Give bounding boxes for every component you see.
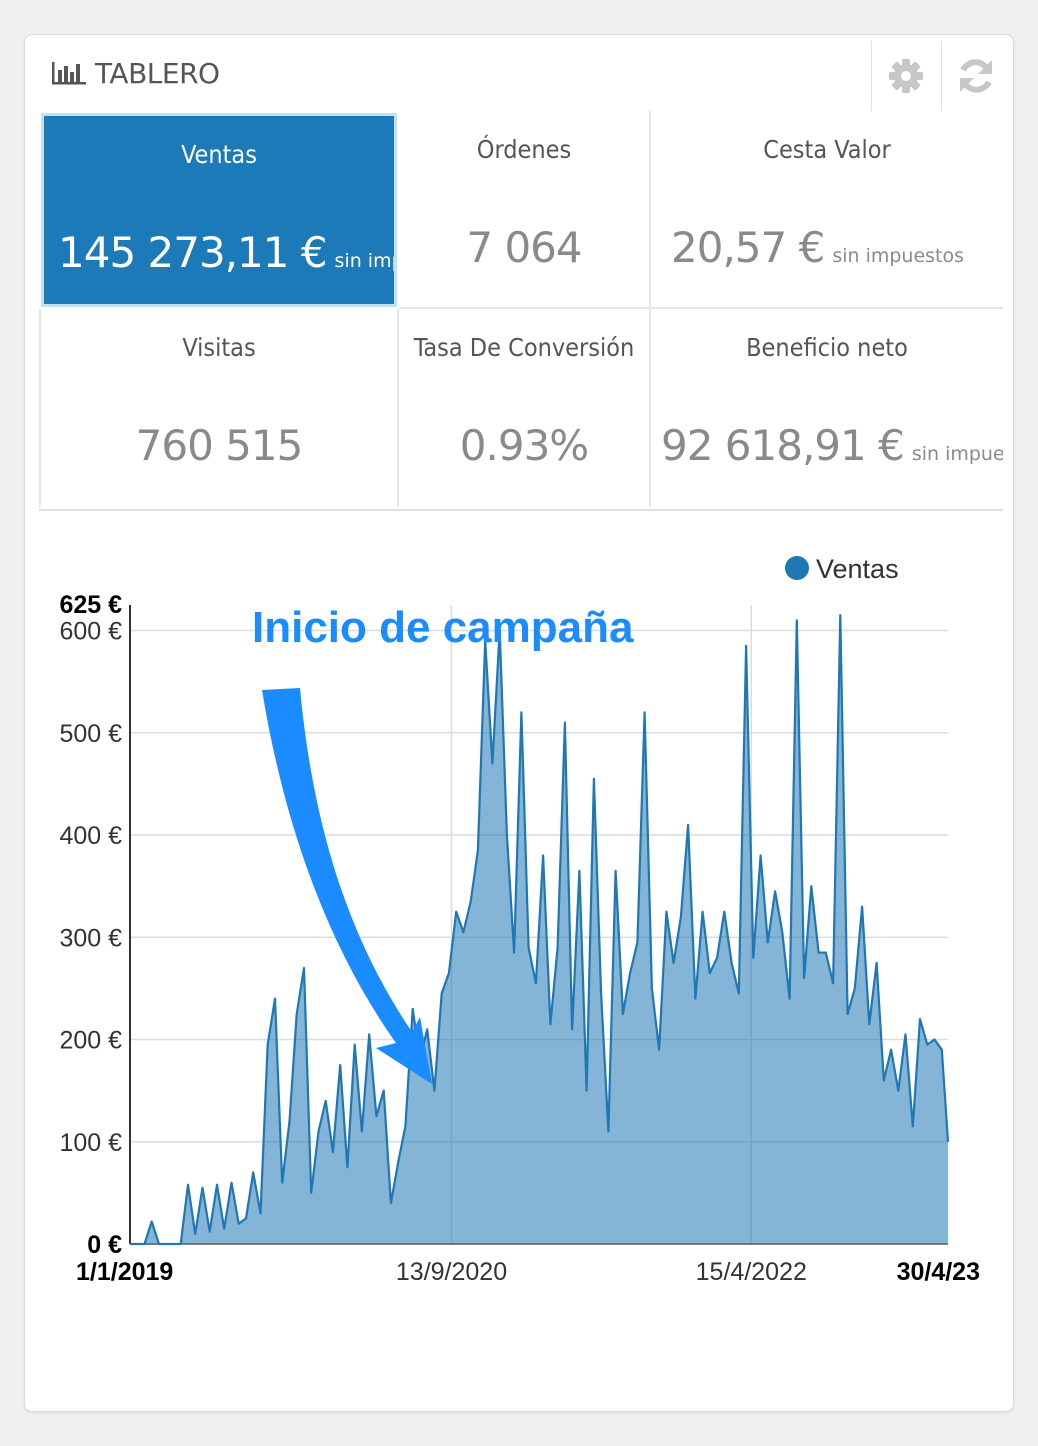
settings-button[interactable] xyxy=(871,41,940,111)
x-tick-label: 13/9/2020 xyxy=(396,1258,507,1286)
y-tick-label: 0 € xyxy=(87,1231,122,1259)
annotation-text: Inicio de campaña xyxy=(252,603,634,652)
x-axis-ticks: 1/1/2019 13/9/2020 15/4/2022 30/4/23 xyxy=(76,1258,980,1286)
panel-title: TABLERO xyxy=(51,53,220,93)
kpi-ventas[interactable]: Ventas 145 273,11 €sin impuestos xyxy=(41,113,397,307)
y-tick-label: 625 € xyxy=(59,591,122,619)
panel-header: TABLERO xyxy=(25,35,1013,111)
kpi-label: Visitas xyxy=(182,333,256,362)
y-tick-label: 100 € xyxy=(59,1129,122,1157)
kpi-beneficio-neto[interactable]: Beneficio neto 92 618,91 €sin impuestos xyxy=(651,309,1003,507)
y-axis-ticks: 0 € 100 € 200 € 300 € 400 € 500 € 600 €625 € xyxy=(59,591,122,1259)
kpi-value: 145 273,11 €sin impuestos xyxy=(58,228,394,277)
kpi-value: 92 618,91 €sin impuestos xyxy=(661,421,1003,470)
kpi-label: Órdenes xyxy=(476,135,572,164)
y-tick-label: 200 € xyxy=(59,1027,122,1055)
kpi-value: 760 515 xyxy=(135,421,304,470)
y-tick-label: 400 € xyxy=(59,822,122,850)
bar-chart-icon xyxy=(52,62,86,85)
series-ventas-line xyxy=(130,614,950,1246)
y-tick-label: 500 € xyxy=(59,720,122,748)
kpi-grid: Ventas 145 273,11 €sin impuestos Órdenes… xyxy=(39,111,1003,511)
annotation: Inicio de campaña xyxy=(252,603,634,1084)
kpi-label: Cesta Valor xyxy=(763,135,891,164)
legend-marker-ventas xyxy=(785,556,809,580)
kpi-tasa-conversion[interactable]: Tasa De Conversión 0.93% xyxy=(399,309,651,507)
kpi-label: Tasa De Conversión xyxy=(413,333,635,362)
gear-icon xyxy=(889,59,923,93)
kpi-label: Ventas xyxy=(181,140,257,169)
legend-label-ventas: Ventas xyxy=(816,554,899,584)
refresh-icon xyxy=(960,59,992,93)
x-tick-label: 15/4/2022 xyxy=(696,1258,807,1286)
x-tick-label: 30/4/23 xyxy=(897,1258,980,1286)
kpi-visitas[interactable]: Visitas 760 515 xyxy=(39,309,399,507)
kpi-label: Beneficio neto xyxy=(746,333,908,362)
kpi-ordenes[interactable]: Órdenes 7 064 xyxy=(399,111,651,309)
annotation-arrow xyxy=(262,688,432,1084)
y-tick-label: 600 € xyxy=(59,618,122,646)
y-tick-label: 300 € xyxy=(59,924,122,952)
x-tick-label: 1/1/2019 xyxy=(76,1258,173,1286)
panel-title-text: TABLERO xyxy=(95,56,220,90)
legend: Ventas xyxy=(785,554,899,584)
kpi-value: 0.93% xyxy=(459,421,589,470)
refresh-button[interactable] xyxy=(941,41,1010,111)
kpi-cesta-valor[interactable]: Cesta Valor 20,57 € sin impuestos xyxy=(651,111,1003,309)
kpi-value: 7 064 xyxy=(466,223,582,272)
kpi-value: 20,57 € sin impuestos xyxy=(671,223,965,272)
